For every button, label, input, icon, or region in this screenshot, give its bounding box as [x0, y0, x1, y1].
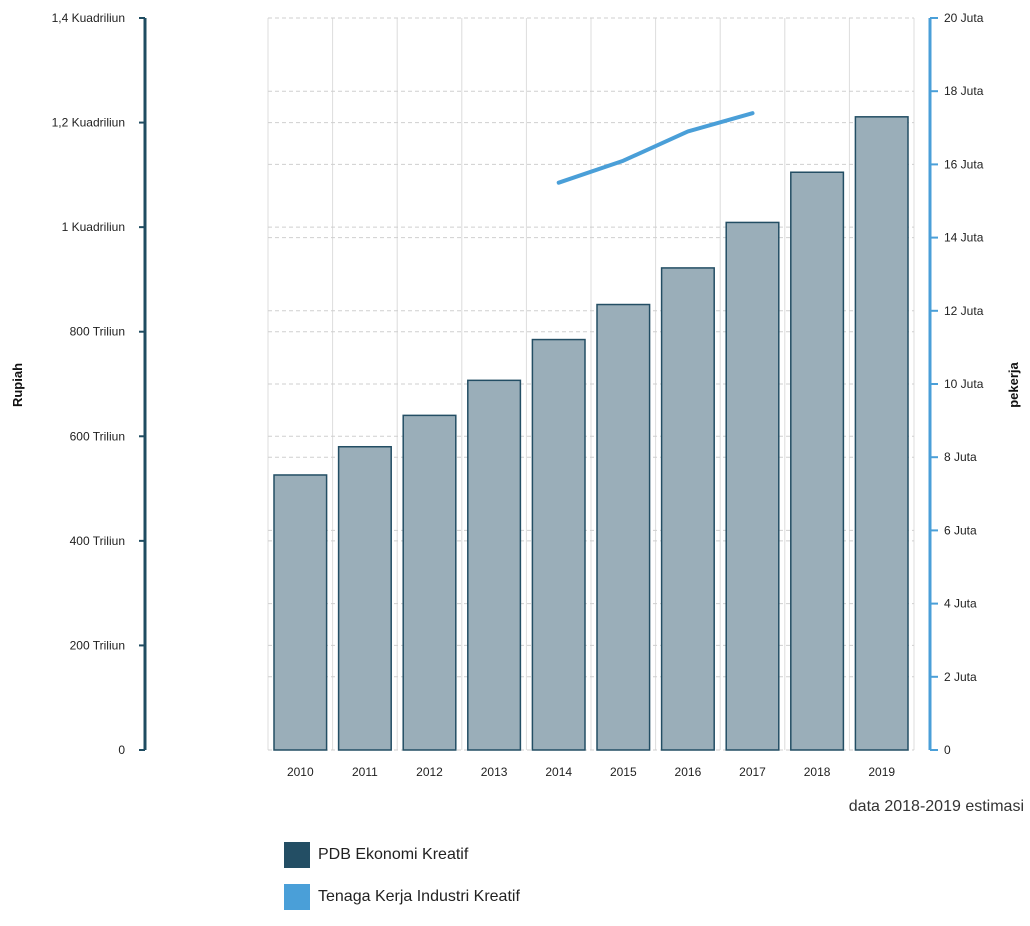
legend-label-pdb: PDB Ekonomi Kreatif — [318, 846, 469, 863]
x-tick-label: 2010 — [287, 765, 314, 779]
bar-2011 — [337, 445, 392, 751]
left-axis: 0 200 Triliun 400 Triliun 600 Triliun 800 Tr… — [52, 11, 147, 757]
left-tick-label: 600 Triliun — [70, 429, 125, 443]
right-tick-label: 20 Juta — [944, 11, 984, 25]
left-tick-label: 1,2 Kuadriliun — [52, 116, 125, 130]
right-tick-label: 4 Juta — [944, 597, 977, 611]
right-tick-label: 14 Juta — [944, 231, 984, 245]
left-axis-title: Rupiah — [10, 363, 25, 407]
right-tick-label: 16 Juta — [944, 157, 984, 171]
bar-series — [273, 116, 909, 751]
left-tick-label: 400 Triliun — [70, 534, 125, 548]
legend-item-pdb: PDB Ekonomi Kreatif — [284, 842, 520, 868]
bar-2019 — [854, 116, 909, 751]
x-tick-label: 2017 — [739, 765, 766, 779]
line-tenaga-kerja — [556, 111, 755, 185]
bar-2013 — [467, 379, 522, 751]
estimate-note: data 2018-2019 estimasi — [848, 798, 1024, 815]
right-tick-label: 8 Juta — [944, 450, 977, 464]
right-tick-label: 6 Juta — [944, 523, 977, 537]
left-tick-label: 0 — [118, 743, 125, 757]
x-tick-label: 2012 — [416, 765, 443, 779]
bar-2016 — [660, 267, 715, 751]
right-tick-label: 0 — [944, 743, 951, 757]
legend-label-tenaga-kerja: Tenaga Kerja Industri Kreatif — [318, 888, 520, 905]
legend-item-tenaga-kerja: Tenaga Kerja Industri Kreatif — [284, 884, 520, 910]
x-tick-label: 2016 — [675, 765, 702, 779]
left-tick-label: 1 Kuadriliun — [62, 220, 125, 234]
x-axis: 2010 2011 2012 2013 2014 2015 2016 2017 2018 2019 — [287, 765, 895, 779]
right-tick-label: 12 Juta — [944, 304, 984, 318]
left-tick-label: 200 Triliun — [70, 638, 125, 652]
right-tick-label: 10 Juta — [944, 377, 984, 391]
bar-2010 — [273, 474, 328, 751]
x-tick-label: 2011 — [352, 765, 378, 779]
legend-swatch-line — [284, 884, 310, 910]
left-tick-label: 800 Triliun — [70, 325, 125, 339]
bar-2015 — [596, 303, 651, 751]
bar-2014 — [531, 338, 586, 751]
right-tick-label: 18 Juta — [944, 84, 984, 98]
bar-2017 — [725, 221, 780, 751]
right-axis-title: pekerja — [1006, 361, 1021, 407]
x-tick-label: 2018 — [804, 765, 831, 779]
right-axis: 0 2 Juta 4 Juta 6 Juta 8 Juta 10 Juta 12 Juta 1… — [928, 11, 984, 757]
x-tick-label: 2015 — [610, 765, 637, 779]
right-tick-label: 2 Juta — [944, 670, 977, 684]
legend-swatch-bar — [284, 842, 310, 868]
chart-canvas: 0 200 Triliun 400 Triliun 600 Triliun 800 Tr… — [10, 11, 1021, 779]
bar-2018 — [790, 171, 845, 751]
bar-2012 — [402, 414, 457, 751]
legend: PDB Ekonomi Kreatif Tenaga Kerja Industr… — [284, 842, 520, 926]
x-tick-label: 2013 — [481, 765, 508, 779]
left-tick-label: 1,4 Kuadriliun — [52, 11, 125, 25]
line-series — [556, 111, 755, 185]
x-tick-label: 2019 — [868, 765, 895, 779]
x-tick-label: 2014 — [545, 765, 572, 779]
